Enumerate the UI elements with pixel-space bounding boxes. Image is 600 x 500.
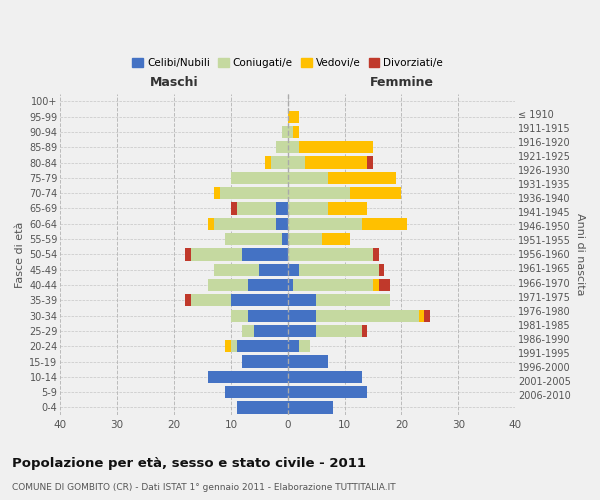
- Text: Femmine: Femmine: [370, 76, 433, 89]
- Bar: [328, 202, 367, 214]
- Bar: [288, 218, 362, 230]
- Bar: [236, 202, 277, 214]
- Bar: [379, 264, 385, 276]
- Text: Maschi: Maschi: [150, 76, 199, 89]
- Bar: [242, 248, 288, 260]
- Bar: [288, 264, 299, 276]
- Bar: [322, 233, 350, 245]
- Bar: [373, 279, 379, 291]
- Text: COMUNE DI GOMBITO (CR) - Dati ISTAT 1° gennaio 2011 - Elaborazione TUTTITALIA.IT: COMUNE DI GOMBITO (CR) - Dati ISTAT 1° g…: [12, 482, 395, 492]
- Bar: [282, 233, 288, 245]
- Bar: [288, 248, 373, 260]
- Bar: [214, 264, 259, 276]
- Bar: [214, 218, 277, 230]
- Bar: [231, 202, 236, 214]
- Bar: [288, 294, 316, 306]
- Bar: [288, 202, 328, 214]
- Bar: [277, 141, 288, 154]
- Bar: [236, 340, 288, 352]
- Bar: [288, 233, 322, 245]
- Bar: [373, 248, 379, 260]
- Bar: [367, 156, 373, 168]
- Bar: [277, 218, 288, 230]
- Bar: [288, 141, 299, 154]
- Bar: [259, 264, 288, 276]
- Bar: [231, 310, 248, 322]
- Bar: [362, 325, 367, 337]
- Text: Popolazione per età, sesso e stato civile - 2011: Popolazione per età, sesso e stato civil…: [12, 458, 366, 470]
- Bar: [191, 248, 242, 260]
- Bar: [288, 187, 350, 200]
- Bar: [299, 264, 379, 276]
- Y-axis label: Fasce di età: Fasce di età: [15, 221, 25, 288]
- Bar: [316, 294, 390, 306]
- Bar: [299, 141, 373, 154]
- Bar: [214, 187, 220, 200]
- Bar: [419, 310, 424, 322]
- Legend: Celibi/Nubili, Coniugati/e, Vedovi/e, Divorziati/e: Celibi/Nubili, Coniugati/e, Vedovi/e, Di…: [128, 54, 447, 72]
- Bar: [277, 202, 288, 214]
- Y-axis label: Anni di nascita: Anni di nascita: [575, 213, 585, 296]
- Bar: [288, 172, 328, 184]
- Bar: [185, 294, 191, 306]
- Bar: [254, 325, 288, 337]
- Bar: [288, 370, 362, 383]
- Bar: [231, 172, 288, 184]
- Bar: [231, 340, 236, 352]
- Bar: [288, 402, 333, 413]
- Bar: [242, 356, 288, 368]
- Bar: [248, 279, 288, 291]
- Bar: [208, 370, 288, 383]
- Bar: [208, 218, 214, 230]
- Bar: [225, 386, 288, 398]
- Bar: [236, 402, 288, 413]
- Bar: [316, 325, 362, 337]
- Bar: [265, 156, 271, 168]
- Bar: [288, 310, 316, 322]
- Bar: [379, 279, 390, 291]
- Bar: [225, 340, 231, 352]
- Bar: [288, 110, 299, 123]
- Bar: [282, 126, 288, 138]
- Bar: [424, 310, 430, 322]
- Bar: [191, 294, 231, 306]
- Bar: [288, 356, 328, 368]
- Bar: [316, 310, 419, 322]
- Bar: [288, 126, 293, 138]
- Bar: [185, 248, 191, 260]
- Bar: [220, 187, 288, 200]
- Bar: [288, 325, 316, 337]
- Bar: [225, 233, 282, 245]
- Bar: [242, 325, 254, 337]
- Bar: [299, 340, 310, 352]
- Bar: [288, 386, 367, 398]
- Bar: [208, 279, 248, 291]
- Bar: [288, 340, 299, 352]
- Bar: [305, 156, 367, 168]
- Bar: [231, 294, 288, 306]
- Bar: [293, 126, 299, 138]
- Bar: [350, 187, 401, 200]
- Bar: [248, 310, 288, 322]
- Bar: [288, 156, 305, 168]
- Bar: [288, 279, 293, 291]
- Bar: [271, 156, 288, 168]
- Bar: [328, 172, 396, 184]
- Bar: [362, 218, 407, 230]
- Bar: [293, 279, 373, 291]
